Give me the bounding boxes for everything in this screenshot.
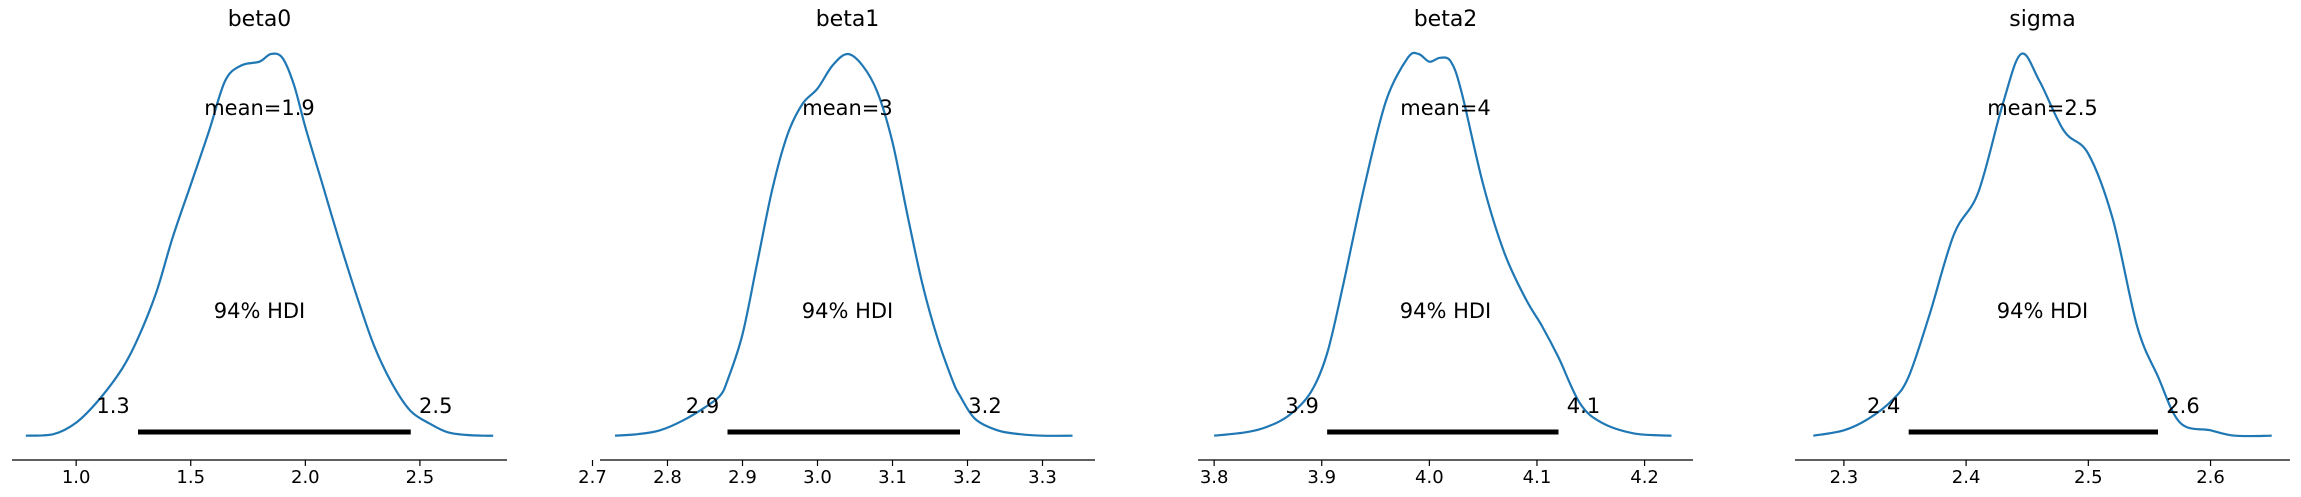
panel-title: beta2 (1414, 7, 1478, 32)
density-line (1813, 52, 2272, 438)
x-tick-label: 4.0 (1415, 467, 1444, 488)
x-tick-label: 3.9 (1307, 467, 1336, 488)
panel-title: sigma (2009, 7, 2075, 32)
panel-beta2: beta2 mean=4 94% HDI 3.9 4.1 3.8 3.9 4.0 4.1 4.2 (1198, 7, 1693, 488)
hdi-low-label: 2.4 (1867, 394, 1900, 418)
hdi-label: 94% HDI (802, 299, 894, 323)
hdi-high-label: 2.6 (2166, 394, 2199, 418)
hdi-low-label: 2.9 (686, 394, 719, 418)
x-tick-label: 3.1 (878, 467, 907, 488)
x-tick-label: 2.6 (2196, 467, 2225, 488)
panel-title: beta1 (816, 7, 880, 32)
hdi-high-label: 4.1 (1567, 394, 1600, 418)
hdi-label: 94% HDI (214, 299, 306, 323)
hdi-label: 94% HDI (1997, 299, 2089, 323)
x-tick-label: 4.1 (1523, 467, 1552, 488)
density-line (614, 52, 1073, 437)
hdi-low-label: 1.3 (96, 394, 129, 418)
panel-sigma: sigma mean=2.5 94% HDI 2.4 2.6 2.3 2.4 2.5 2.6 (1795, 7, 2290, 488)
hdi-label: 94% HDI (1400, 299, 1492, 323)
x-tick-label: 1.5 (176, 467, 205, 488)
mean-label: mean=1.9 (204, 96, 315, 120)
x-tick-label: 2.3 (1830, 467, 1859, 488)
x-tick-label: 2.5 (406, 467, 435, 488)
x-tick-label: 3.3 (1028, 467, 1057, 488)
x-tick-label: 2.4 (1952, 467, 1981, 488)
x-tick-label: 3.0 (803, 467, 832, 488)
x-tick-label: 2.0 (291, 467, 320, 488)
x-tick-label: 2.8 (653, 467, 682, 488)
x-tick-label: 2.5 (2074, 467, 2103, 488)
mean-label: mean=2.5 (1987, 96, 2098, 120)
hdi-high-label: 3.2 (968, 394, 1001, 418)
x-tick-label: 4.2 (1630, 467, 1659, 488)
density-line (1213, 51, 1672, 437)
panel-beta0: beta0 mean=1.9 94% HDI 1.3 2.5 1.0 1.5 2.0 2.5 (12, 7, 507, 488)
x-tick-label: 1.0 (62, 467, 91, 488)
panel-title: beta0 (228, 7, 292, 32)
mean-label: mean=3 (802, 96, 893, 120)
mean-label: mean=4 (1400, 96, 1491, 120)
density-line (25, 52, 494, 437)
x-tick-label: 3.2 (953, 467, 982, 488)
x-tick-label: 2.9 (728, 467, 757, 488)
panel-beta1: beta1 mean=3 94% HDI 2.9 3.2 2.7 2.8 2.9 3.0 3.1 3… (578, 7, 1095, 488)
x-tick-label: 3.8 (1200, 467, 1229, 488)
hdi-low-label: 3.9 (1285, 394, 1318, 418)
x-tick-label: 2.7 (578, 467, 607, 488)
hdi-high-label: 2.5 (419, 394, 452, 418)
